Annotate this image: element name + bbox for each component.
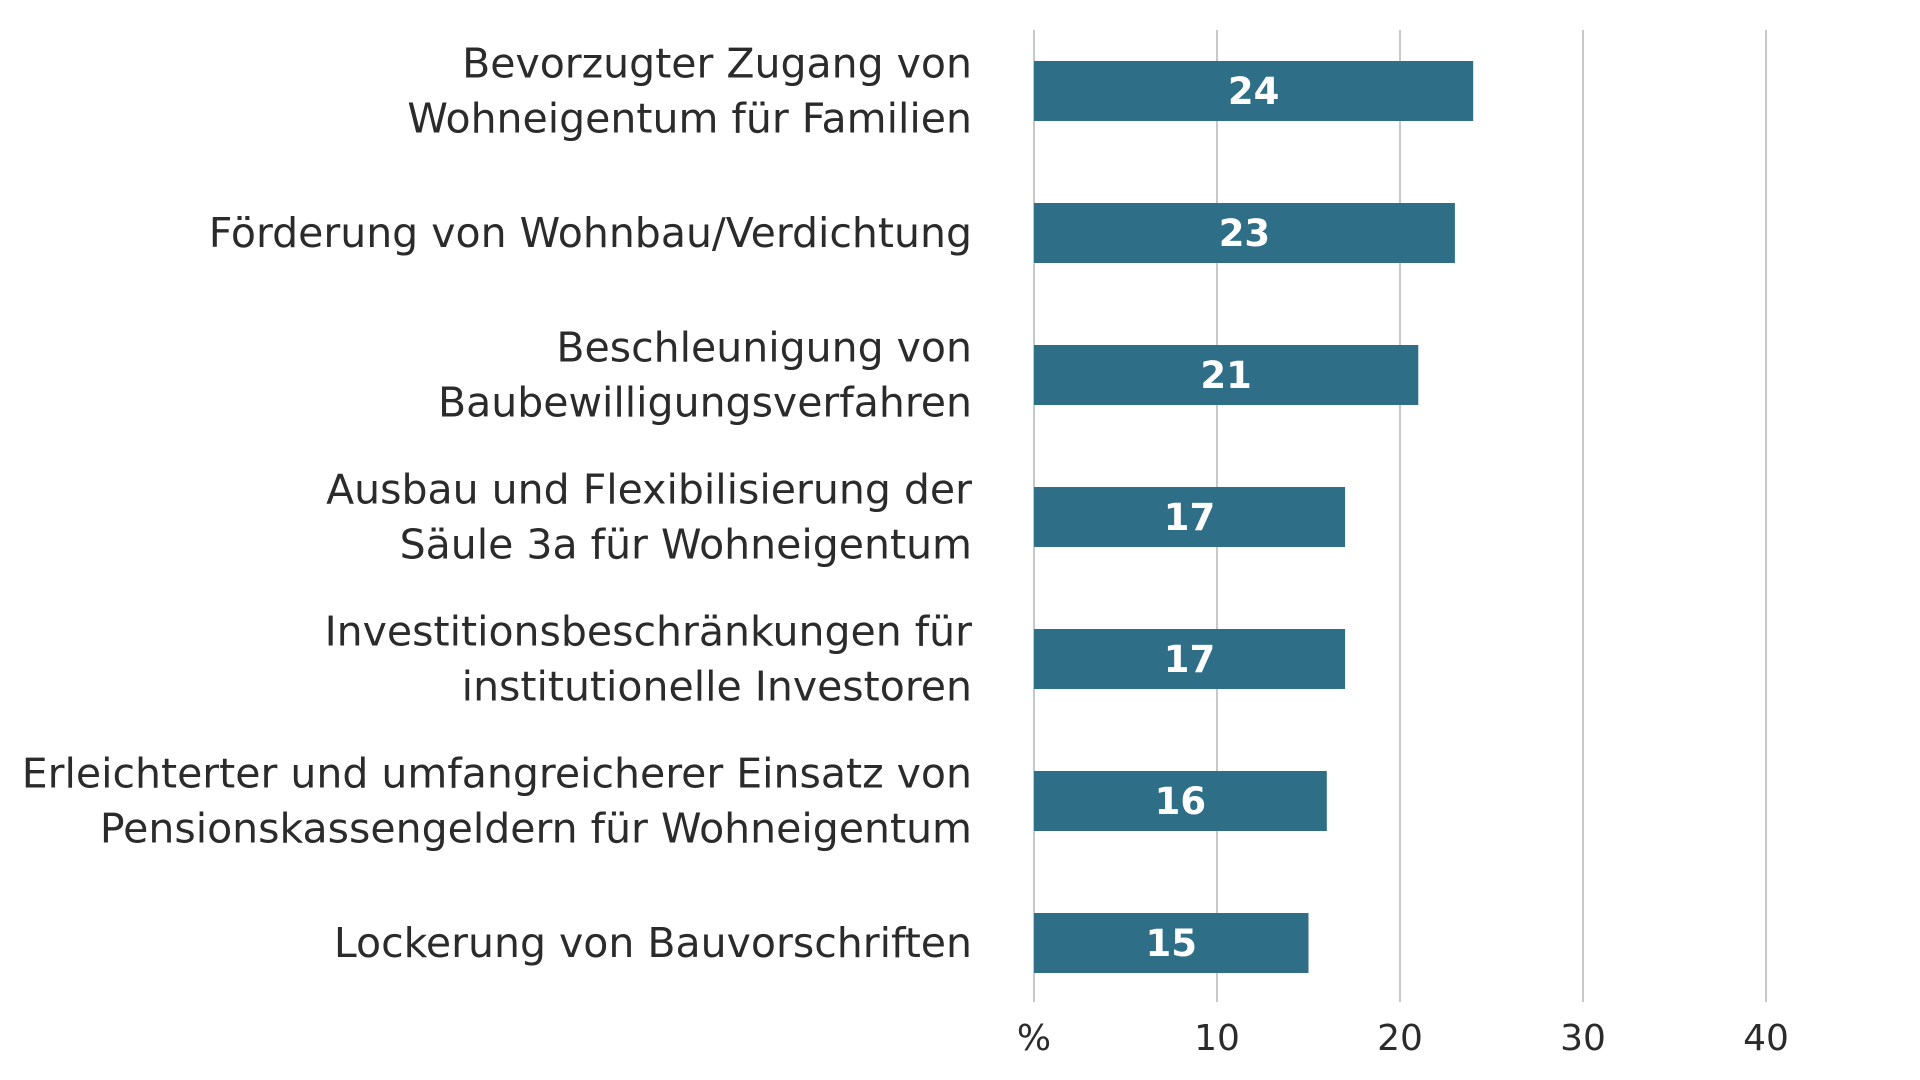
bar-value-label: 17 bbox=[1164, 638, 1216, 681]
gridlines bbox=[1033, 30, 1767, 1002]
category-label: Bevorzugter Zugang von Wohneigentum für F… bbox=[407, 40, 972, 143]
category-label-line: Erleichterter und umfangreicherer Einsat… bbox=[22, 750, 972, 798]
category-label-line: Förderung von Wohnbau/Verdichtung bbox=[209, 209, 972, 257]
bar bbox=[1034, 487, 1346, 547]
category-label: Investitionsbeschränkungen für institutio… bbox=[325, 608, 973, 711]
bar-value-label: 24 bbox=[1228, 70, 1280, 113]
category-label: Förderung von Wohnbau/Verdichtung bbox=[209, 209, 972, 257]
bar-value-label: 16 bbox=[1155, 780, 1207, 823]
category-label-line: Lockerung von Bauvorschriften bbox=[334, 919, 972, 967]
category-label: Lockerung von Bauvorschriften bbox=[334, 919, 972, 967]
category-label-line: Investitionsbeschränkungen für bbox=[325, 608, 973, 656]
category-label-line: institutionelle Investoren bbox=[462, 663, 972, 711]
category-label-line: Säule 3a für Wohneigentum bbox=[400, 521, 972, 569]
bars: 24 23 21 17 17 16 15 bbox=[1034, 61, 1474, 973]
x-tick-label: 30 bbox=[1560, 1018, 1606, 1059]
x-tick-label: % bbox=[1017, 1018, 1051, 1059]
x-tick-label: 20 bbox=[1377, 1018, 1423, 1059]
bar bbox=[1034, 203, 1455, 263]
category-label: Beschleunigung von Baubewilligungsverfahr… bbox=[438, 324, 972, 427]
bar bbox=[1034, 629, 1346, 689]
category-label-line: Baubewilligungsverfahren bbox=[438, 379, 972, 427]
bar bbox=[1034, 345, 1419, 405]
category-label-line: Bevorzugter Zugang von bbox=[462, 40, 972, 88]
x-tick-label: 40 bbox=[1743, 1018, 1789, 1059]
category-label-line: Beschleunigung von bbox=[556, 324, 972, 372]
bar bbox=[1034, 61, 1474, 121]
category-label-line: Ausbau und Flexibilisierung der bbox=[326, 466, 972, 514]
bar-value-label: 23 bbox=[1219, 212, 1271, 255]
bar-value-label: 21 bbox=[1200, 354, 1252, 397]
x-axis-ticks: % 10 20 30 40 bbox=[1017, 1018, 1789, 1059]
x-tick-label: 10 bbox=[1194, 1018, 1240, 1059]
category-label: Erleichterter und umfangreicherer Einsat… bbox=[22, 750, 972, 853]
bar-value-label: 15 bbox=[1146, 922, 1198, 965]
bar bbox=[1034, 913, 1309, 973]
bar-value-label: 17 bbox=[1164, 496, 1216, 539]
category-label: Ausbau und Flexibilisierung der Säule 3a … bbox=[326, 466, 972, 569]
bar bbox=[1034, 771, 1327, 831]
category-label-line: Wohneigentum für Familien bbox=[407, 95, 972, 143]
category-labels: Bevorzugter Zugang von Wohneigentum für F… bbox=[22, 40, 972, 968]
category-label-line: Pensionskassengeldern für Wohneigentum bbox=[100, 805, 972, 853]
